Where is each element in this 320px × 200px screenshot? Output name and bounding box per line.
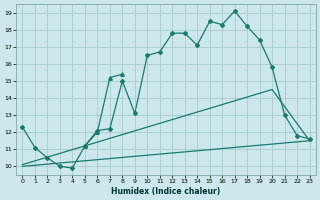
X-axis label: Humidex (Indice chaleur): Humidex (Indice chaleur) xyxy=(111,187,221,196)
